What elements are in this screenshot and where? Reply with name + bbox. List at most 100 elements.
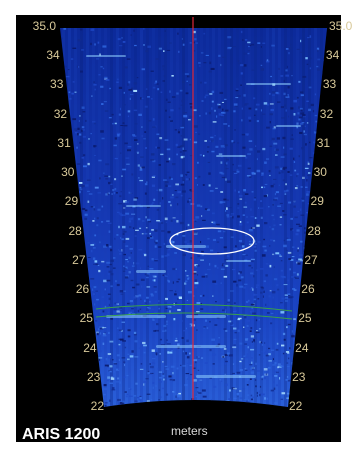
sonar-speckle — [279, 377, 281, 380]
sonar-speckle — [222, 226, 226, 229]
sonar-speckle — [232, 372, 235, 374]
sonar-speckle — [283, 338, 286, 341]
sonar-speckle — [306, 179, 308, 182]
sonar-speckle — [145, 88, 148, 90]
sonar-speckle — [243, 399, 247, 401]
sonar-speckle — [172, 372, 174, 375]
sonar-speckle — [126, 163, 130, 165]
sonar-speckle — [87, 257, 91, 258]
sonar-speckle — [237, 62, 242, 65]
sonar-speckle — [211, 90, 215, 93]
sonar-speckle — [181, 99, 183, 103]
sonar-speckle — [140, 97, 142, 100]
sonar-speckle — [291, 296, 294, 298]
sonar-speckle — [303, 250, 305, 252]
sonar-speckle — [94, 43, 96, 46]
sonar-speckle — [286, 362, 289, 364]
sonar-speckle — [200, 308, 204, 310]
sonar-speckle — [180, 320, 183, 322]
sonar-speckle — [296, 273, 299, 276]
sonar-speckle — [289, 268, 291, 271]
sonar-speckle — [221, 201, 226, 203]
sonar-speckle — [110, 285, 113, 288]
sonar-speckle — [131, 213, 136, 215]
sonar-speckle — [74, 128, 78, 131]
sonar-speckle — [188, 291, 192, 294]
sonar-speckle — [251, 357, 253, 359]
sonar-speckle — [285, 48, 289, 50]
sonar-speckle — [151, 357, 156, 360]
sonar-speckle — [293, 318, 296, 321]
sonar-speckle — [197, 299, 200, 302]
sonar-speckle — [97, 208, 101, 211]
sonar-speckle — [134, 340, 138, 343]
sonar-speckle — [166, 339, 168, 341]
sonar-speckle — [242, 214, 245, 216]
sonar-speckle — [282, 166, 287, 169]
sonar-speckle — [263, 290, 265, 293]
sonar-speckle — [225, 164, 228, 166]
sonar-speckle — [237, 95, 241, 97]
sonar-speckle — [207, 161, 211, 163]
sonar-speckle — [139, 227, 142, 230]
sonar-speckle — [112, 189, 115, 192]
sonar-speckle — [193, 367, 196, 369]
sonar-speckle — [238, 272, 240, 275]
sonar-speckle — [131, 173, 134, 176]
sonar-speckle — [263, 368, 268, 371]
sonar-speckle — [169, 158, 172, 161]
sonar-speckle — [269, 264, 272, 268]
sonar-speckle — [159, 353, 161, 355]
sonar-speckle — [304, 231, 307, 234]
sonar-speckle — [145, 227, 148, 229]
sonar-speckle — [260, 200, 263, 202]
sonar-speckle — [175, 337, 178, 340]
sonar-speckle — [252, 344, 254, 346]
sonar-speckle — [238, 271, 242, 274]
sonar-speckle — [167, 343, 171, 345]
sonar-speckle — [182, 43, 185, 46]
sonar-speckle — [221, 101, 224, 103]
sonar-speckle — [316, 65, 319, 68]
sonar-speckle — [300, 94, 304, 97]
sonar-speckle — [187, 200, 190, 203]
sonar-speckle — [223, 275, 228, 278]
sonar-speckle — [300, 214, 305, 216]
sonar-speckle — [131, 350, 134, 353]
sonar-speckle — [187, 223, 190, 227]
sonar-speckle — [133, 89, 138, 92]
sonar-speckle — [247, 167, 251, 170]
sonar-speckle — [201, 215, 203, 217]
sonar-speckle — [162, 274, 164, 277]
sonar-speckle — [251, 171, 255, 175]
sonar-speckle — [253, 294, 258, 296]
sonar-speckle — [275, 371, 279, 374]
sonar-speckle — [101, 137, 105, 140]
sonar-speckle — [250, 43, 255, 46]
sonar-speckle — [117, 134, 120, 137]
sonar-speckle — [299, 116, 303, 119]
sonar-speckle — [77, 133, 79, 136]
sonar-speckle — [309, 141, 311, 144]
sonar-speckle — [108, 117, 112, 119]
sonar-speckle — [151, 184, 156, 187]
sonar-speckle — [92, 220, 95, 222]
sonar-speckle — [196, 311, 200, 313]
sonar-speckle — [218, 337, 220, 339]
sonar-speckle — [190, 190, 194, 192]
sonar-speckle — [171, 350, 173, 352]
sonar-speckle — [250, 327, 253, 330]
sonar-speckle — [249, 176, 252, 178]
sonar-speckle — [146, 393, 151, 395]
sonar-speckle — [204, 140, 207, 142]
sonar-speckle — [124, 142, 128, 145]
sonar-speckle — [307, 37, 310, 39]
sonar-speckle — [101, 221, 104, 223]
sonar-speckle — [122, 233, 125, 235]
sonar-speckle — [138, 113, 142, 116]
sonar-speckle — [256, 158, 258, 161]
sonar-speckle — [168, 176, 171, 179]
sonar-speckle — [128, 311, 133, 314]
sonar-speckle — [300, 240, 303, 243]
sonar-speckle — [112, 267, 116, 269]
